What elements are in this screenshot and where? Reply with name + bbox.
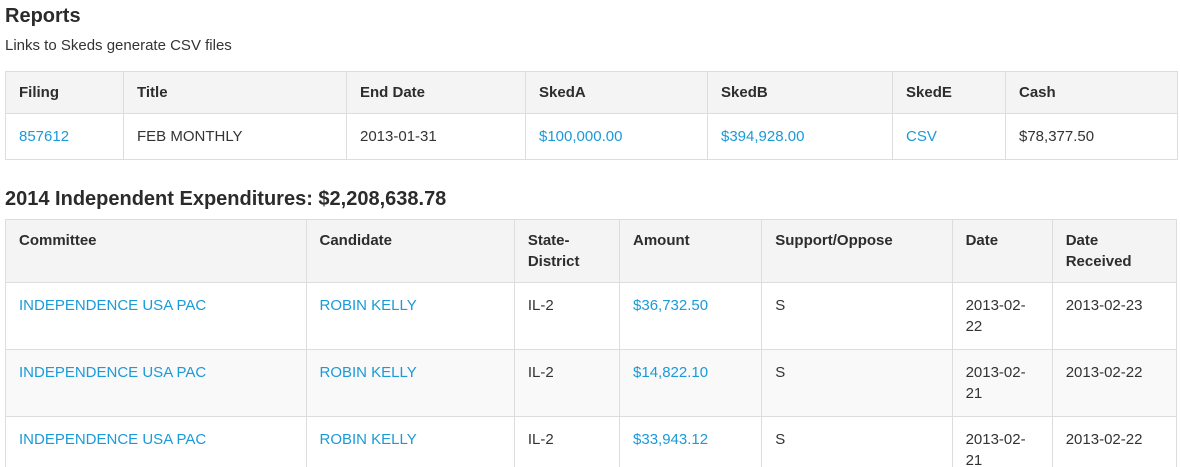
candidate-cell: ROBIN KELLY bbox=[305, 349, 515, 417]
expenditure-row: INDEPENDENCE USA PAC ROBIN KELLY IL-2 $1… bbox=[5, 349, 1178, 417]
date-received-cell: 2013-02-23 bbox=[1051, 282, 1178, 350]
column-header-title: Title bbox=[123, 71, 347, 114]
candidate-link[interactable]: ROBIN KELLY bbox=[319, 364, 417, 381]
column-header-cash: Cash bbox=[1005, 71, 1178, 114]
amount-cell: $14,822.10 bbox=[619, 349, 763, 417]
skede-cell: CSV bbox=[892, 113, 1006, 160]
candidate-link[interactable]: ROBIN KELLY bbox=[319, 297, 417, 314]
filing-link[interactable]: 857612 bbox=[19, 128, 70, 145]
state-district-cell: IL-2 bbox=[513, 416, 621, 467]
committee-link[interactable]: INDEPENDENCE USA PAC bbox=[19, 364, 207, 381]
column-header-filing: Filing bbox=[5, 71, 124, 114]
column-header-date-received: Date Received bbox=[1051, 219, 1178, 283]
expenditures-section-title: 2014 Independent Expenditures: $2,208,63… bbox=[5, 188, 447, 210]
reports-table: Filing Title End Date SkedA SkedB SkedE … bbox=[5, 71, 1178, 160]
date-cell: 2013-02-21 bbox=[951, 349, 1053, 417]
column-header-skede: SkedE bbox=[892, 71, 1006, 114]
column-header-skeda: SkedA bbox=[525, 71, 708, 114]
filing-cell: 857612 bbox=[5, 113, 124, 160]
expenditures-table: Committee Candidate State-District Amoun… bbox=[5, 219, 1178, 467]
skedb-cell: $394,928.00 bbox=[707, 113, 893, 160]
committee-link[interactable]: INDEPENDENCE USA PAC bbox=[19, 431, 207, 448]
report-row: 857612 FEB MONTHLY 2013-01-31 $100,000.0… bbox=[5, 113, 1178, 160]
date-cell: 2013-02-21 bbox=[951, 416, 1053, 467]
report-title-cell: FEB MONTHLY bbox=[123, 113, 347, 160]
state-district-cell: IL-2 bbox=[513, 282, 621, 350]
skede-csv-link[interactable]: CSV bbox=[906, 128, 937, 145]
committee-cell: INDEPENDENCE USA PAC bbox=[5, 416, 307, 467]
skeda-csv-link[interactable]: $100,000.00 bbox=[539, 128, 623, 145]
support-oppose-cell: S bbox=[761, 282, 953, 350]
support-oppose-cell: S bbox=[761, 416, 953, 467]
page-title: Reports bbox=[5, 5, 81, 27]
reports-header-row: Filing Title End Date SkedA SkedB SkedE … bbox=[5, 71, 1178, 114]
amount-link[interactable]: $36,732.50 bbox=[633, 297, 709, 314]
column-header-skedb: SkedB bbox=[707, 71, 893, 114]
column-header-support-oppose: Support/Oppose bbox=[761, 219, 953, 283]
support-oppose-cell: S bbox=[761, 349, 953, 417]
skedb-csv-link[interactable]: $394,928.00 bbox=[721, 128, 805, 145]
column-header-candidate: Candidate bbox=[305, 219, 515, 283]
amount-cell: $36,732.50 bbox=[619, 282, 763, 350]
expenditure-row: INDEPENDENCE USA PAC ROBIN KELLY IL-2 $3… bbox=[5, 282, 1178, 350]
candidate-cell: ROBIN KELLY bbox=[305, 282, 515, 350]
page-subtitle: Links to Skeds generate CSV files bbox=[5, 37, 232, 54]
date-received-cell: 2013-02-22 bbox=[1051, 416, 1178, 467]
expenditures-header-row: Committee Candidate State-District Amoun… bbox=[5, 219, 1178, 283]
committee-cell: INDEPENDENCE USA PAC bbox=[5, 282, 307, 350]
column-header-end-date: End Date bbox=[346, 71, 526, 114]
column-header-amount: Amount bbox=[619, 219, 763, 283]
amount-link[interactable]: $14,822.10 bbox=[633, 364, 709, 381]
date-cell: 2013-02-22 bbox=[951, 282, 1053, 350]
report-cash-cell: $78,377.50 bbox=[1005, 113, 1178, 160]
column-header-committee: Committee bbox=[5, 219, 307, 283]
state-district-cell: IL-2 bbox=[513, 349, 621, 417]
candidate-cell: ROBIN KELLY bbox=[305, 416, 515, 467]
report-end-date-cell: 2013-01-31 bbox=[346, 113, 526, 160]
date-received-cell: 2013-02-22 bbox=[1051, 349, 1178, 417]
amount-cell: $33,943.12 bbox=[619, 416, 763, 467]
skeda-cell: $100,000.00 bbox=[525, 113, 708, 160]
committee-link[interactable]: INDEPENDENCE USA PAC bbox=[19, 297, 207, 314]
amount-link[interactable]: $33,943.12 bbox=[633, 431, 709, 448]
candidate-link[interactable]: ROBIN KELLY bbox=[319, 431, 417, 448]
column-header-state-district: State-District bbox=[513, 219, 621, 283]
committee-cell: INDEPENDENCE USA PAC bbox=[5, 349, 307, 417]
expenditure-row: INDEPENDENCE USA PAC ROBIN KELLY IL-2 $3… bbox=[5, 416, 1178, 467]
column-header-date: Date bbox=[951, 219, 1053, 283]
